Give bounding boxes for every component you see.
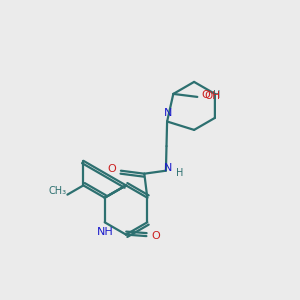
Text: CH₃: CH₃ — [49, 186, 67, 196]
Text: H: H — [176, 168, 183, 178]
Text: O: O — [201, 90, 210, 100]
Text: H: H — [212, 90, 220, 100]
Text: NH: NH — [97, 227, 114, 237]
Text: O: O — [151, 231, 160, 241]
Text: OH: OH — [204, 91, 220, 101]
Text: O: O — [107, 164, 116, 175]
Text: N: N — [164, 163, 172, 173]
Text: N: N — [164, 108, 172, 118]
